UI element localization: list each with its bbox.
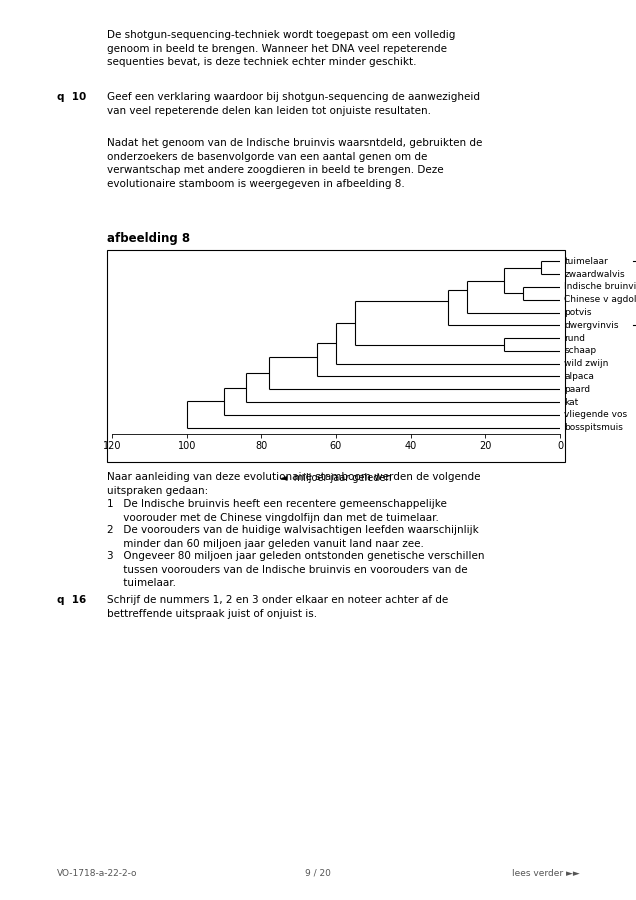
Text: De shotgun-sequencing-techniek wordt toegepast om een volledig
genoom in beeld t: De shotgun-sequencing-techniek wordt toe… — [107, 30, 455, 68]
Text: kat: kat — [565, 398, 579, 407]
Text: VO-1718-a-22-2-o: VO-1718-a-22-2-o — [57, 869, 137, 878]
Text: Geef een verklaring waardoor bij shotgun-sequencing de aanwezigheid
van veel rep: Geef een verklaring waardoor bij shotgun… — [107, 92, 480, 115]
Text: Schrijf de nummers 1, 2 en 3 onder elkaar en noteer achter af de
bettreffende ui: Schrijf de nummers 1, 2 en 3 onder elkaa… — [107, 595, 448, 618]
Text: 3   Ongeveer 80 miljoen jaar geleden ontstonden genetische verschillen
     tuss: 3 Ongeveer 80 miljoen jaar geleden ontst… — [107, 551, 485, 589]
Text: tuimelaar: tuimelaar — [565, 256, 608, 266]
Text: Indische bruinvis: Indische bruinvis — [565, 283, 636, 292]
Text: schaap: schaap — [565, 346, 597, 356]
Text: 1   De Indische bruinvis heeft een recentere gemeenschappelijke
     voorouder m: 1 De Indische bruinvis heeft een recente… — [107, 499, 447, 523]
Text: 2   De voorouders van de huidige walvisachtigen leefden waarschijnlijk
     mind: 2 De voorouders van de huidige walvisach… — [107, 525, 479, 549]
Text: dwergvinvis: dwergvinvis — [565, 320, 619, 329]
Text: Nadat het genoom van de Indische bruinvis waarsntdeld, gebruikten de
onderzoeker: Nadat het genoom van de Indische bruinvi… — [107, 138, 482, 189]
Text: paard: paard — [565, 385, 591, 394]
Text: afbeelding 8: afbeelding 8 — [107, 232, 190, 245]
Text: zwaardwalvis: zwaardwalvis — [565, 270, 625, 279]
Text: q  10: q 10 — [57, 92, 86, 102]
Text: q  16: q 16 — [57, 595, 86, 605]
Text: potvis: potvis — [565, 308, 592, 317]
Text: wild zwijn: wild zwijn — [565, 359, 609, 368]
Text: bosspitsmuis: bosspitsmuis — [565, 423, 623, 432]
Text: rund: rund — [565, 334, 586, 343]
Text: Naar aanleiding van deze evolutionaire stamboom werden de volgende
uitspraken ge: Naar aanleiding van deze evolutionaire s… — [107, 472, 481, 496]
Text: vliegende vos: vliegende vos — [565, 410, 628, 419]
Text: lees verder ►►: lees verder ►► — [512, 869, 580, 878]
Text: 9 / 20: 9 / 20 — [305, 869, 331, 878]
Text: alpaca: alpaca — [565, 372, 595, 381]
Text: ◄  miljoer jaar geleden: ◄ miljoer jaar geleden — [280, 473, 392, 483]
Text: Chinese v agdolfijn: Chinese v agdolfijn — [565, 295, 636, 304]
Bar — [107, 250, 565, 462]
